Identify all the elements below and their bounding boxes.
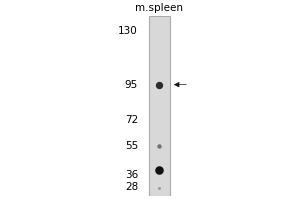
Text: 72: 72: [125, 115, 138, 125]
Text: 130: 130: [118, 26, 138, 36]
Point: [157, 168, 161, 172]
Bar: [148, 16, 170, 196]
Point: [157, 187, 161, 190]
Text: 95: 95: [125, 80, 138, 90]
Text: 55: 55: [125, 141, 138, 151]
Text: m.spleen: m.spleen: [135, 3, 183, 13]
Point: [157, 144, 161, 147]
Point: [157, 83, 161, 86]
Text: 28: 28: [125, 182, 138, 192]
Text: 36: 36: [125, 170, 138, 180]
